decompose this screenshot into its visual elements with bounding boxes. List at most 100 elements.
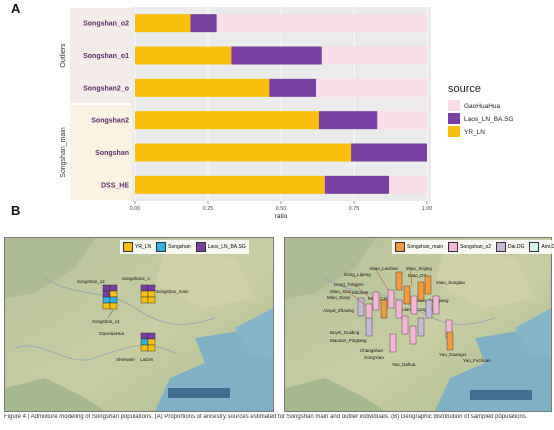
map-legend-label: Songshan_o2 [460, 244, 492, 250]
map-legend-swatch [529, 242, 540, 252]
map-marker-block [357, 297, 365, 317]
legend-swatch [448, 126, 460, 137]
map-legend-item: YR_LN [123, 242, 151, 252]
x-tick-label: 1.00 [422, 206, 433, 212]
category-label: Songshan2_o [83, 85, 129, 92]
map-legend-item: Laos_LN_BA.SG [195, 242, 246, 252]
x-tick-label: 0.00 [130, 206, 141, 212]
map-marker-block [424, 275, 432, 295]
legend-title: source [448, 83, 481, 95]
bar-segment [216, 14, 427, 33]
category-label: Songshan2 [91, 118, 129, 125]
bar-segment [351, 143, 427, 162]
bar-segment [135, 46, 232, 65]
map-site-label: Songshan_main [156, 289, 189, 294]
map-right-terrain [285, 238, 551, 411]
map-legend-swatch [395, 242, 405, 252]
map-site-label: Dong_Lipeng [344, 272, 371, 277]
legend-swatch [448, 113, 460, 124]
map-site-label: Songshan_o2 [77, 279, 105, 284]
map-legend-swatch [156, 242, 167, 252]
map-leader-line [409, 267, 413, 287]
map-marker-block [446, 331, 454, 351]
bar-segment [318, 111, 378, 130]
bar-segment [377, 111, 427, 130]
map-site-label: Yao_Guangxi [439, 352, 466, 357]
map-marker-block [395, 299, 403, 319]
map-site-label: Atayal_Zhaxing [323, 308, 355, 313]
bar-segment [135, 14, 191, 33]
category-label: Songshan_o2 [83, 21, 129, 28]
map-leader-line [345, 289, 365, 305]
bar-segment [135, 78, 270, 97]
ancestry-bar-chart: Outliers Songshan_main Songshan_o2 Songshan… [60, 7, 514, 220]
map-legend-label: Songshan_main [407, 244, 444, 250]
category-label: Songshan [95, 150, 129, 157]
map-site-label: Miao_Zunyi [327, 295, 351, 300]
map-left-terrain [5, 238, 273, 411]
map-site-label: Maonan_Pingtang [330, 338, 367, 343]
figure-caption: Figure 4 | Admixture modeling of Songsha… [4, 414, 528, 420]
map-leader-line [351, 281, 371, 299]
map-site-label: GaoHuaHua [99, 331, 125, 336]
x-tick-label: 0.50 [276, 206, 287, 212]
legend-swatch [448, 100, 460, 111]
map-site-label: Miao_DY [408, 273, 427, 278]
map-site-label: Maonan [352, 290, 369, 295]
map-site-label: Miao_Xiao [330, 289, 352, 294]
legend-label: GaoHuaHua [464, 103, 501, 110]
map-marker-block [417, 317, 425, 337]
map-marker-block [387, 289, 395, 309]
map-marker-block [109, 302, 118, 310]
legend-label: YR_LN [464, 129, 485, 136]
category-label: Songshan_o1 [83, 53, 129, 60]
group-strip [70, 105, 132, 200]
map-legend-label: Dai.DG [508, 244, 525, 250]
map-legend-swatch [448, 242, 459, 252]
map-site-label: Miao_Leishan [370, 266, 399, 271]
bar-segment [135, 143, 352, 162]
map-site-label: Buyei_Guiding [330, 330, 360, 335]
map-legend-label: Laos_LN_BA.SG [207, 244, 246, 250]
map-site-label: GongYiao [364, 355, 384, 360]
map-legend-swatch [496, 242, 507, 252]
bar-segment [190, 14, 217, 33]
panel-label-a: A [11, 1, 21, 16]
map-site-label: Dulang_Congjiang [399, 307, 437, 312]
map-site-label: Songshan_o1 [92, 319, 120, 324]
map-marker-block [409, 325, 417, 345]
bar-segment [269, 78, 317, 97]
map-left-legend: YR_LN Songshan Laos_LN_BA.SG [120, 240, 249, 254]
map-legend-item: Dai.DG [496, 242, 524, 252]
map-site-label: Miao_Songtao [436, 280, 466, 285]
group-strip [70, 8, 132, 103]
map-marker-block [425, 299, 433, 319]
group-label: Outliers [60, 43, 67, 68]
map-marker-block [372, 291, 380, 311]
map-right-legend: Songshan_main Songshan_o2 Dai.DG Ami.DG [392, 240, 554, 254]
map-marker-block [380, 299, 388, 319]
map-leader-line [375, 269, 389, 291]
map-marker-block [389, 333, 397, 353]
bar-segment [135, 175, 325, 194]
map-site-label: Miao_Xiajing [406, 266, 432, 271]
map-site-label: Dong_Tongren [334, 282, 364, 287]
map-marker-block [417, 281, 425, 301]
x-tick-label: 0.25 [203, 206, 214, 212]
bar-segment [389, 175, 427, 194]
map-leader-line [107, 309, 114, 319]
map-marker-block [403, 285, 411, 305]
legend-label: Laos_LN_BA.SG [464, 116, 514, 123]
map-site-label: Shenwan [116, 357, 135, 362]
map-marker-block [410, 295, 418, 315]
map-site-label: Miao_Congjiang [416, 298, 449, 303]
bar-segment [324, 175, 390, 194]
map-site-label: Yao_Fuchuan [463, 358, 491, 363]
map-legend-item: Songshan [156, 242, 191, 252]
map-legend-swatch [123, 242, 133, 252]
panel-label-b: B [11, 203, 21, 218]
map-site-label: LaCen [140, 357, 154, 362]
bar-segment [316, 78, 427, 97]
